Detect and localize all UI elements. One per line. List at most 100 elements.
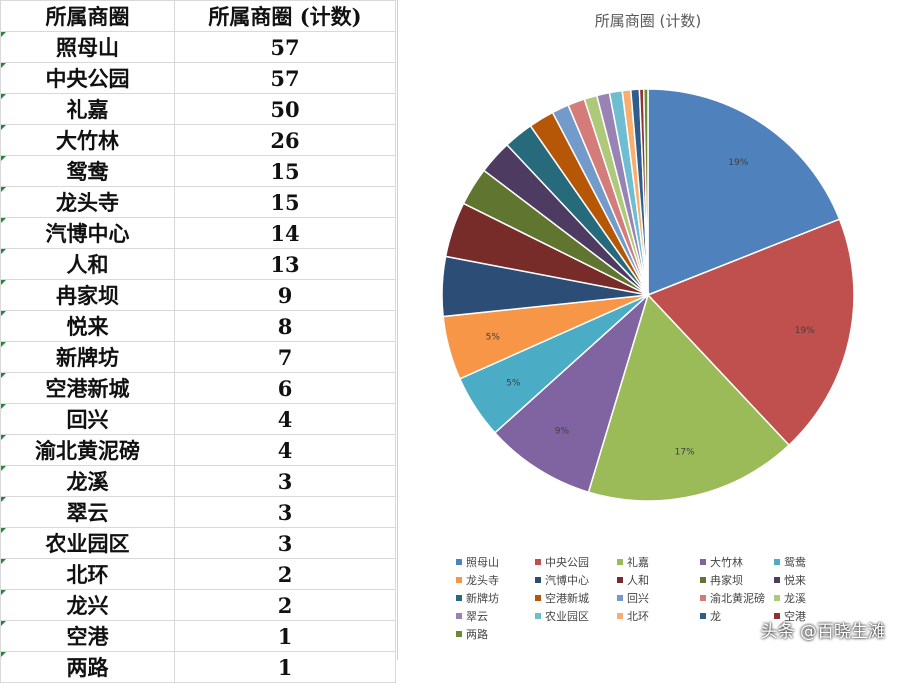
legend-item[interactable]: 两路	[456, 628, 488, 641]
legend-swatch	[774, 559, 780, 565]
cell-marker-icon	[1, 249, 6, 254]
legend-label: 龙头寺	[466, 574, 499, 587]
legend-item[interactable]: 空港	[774, 609, 806, 623]
cell-name-text: 汽博中心	[45, 221, 130, 246]
table-body: 照母山 57 中央公园 57 礼嘉 50 大竹林 26 鸳鸯 15 龙头寺 15 汽博中心 14 人和 13 冉…	[0, 31, 396, 683]
legend-label: 人和	[627, 574, 649, 587]
pie-slice-2[interactable]	[587, 293, 791, 502]
cell-name[interactable]: 照母山	[0, 31, 175, 63]
cell-count[interactable]: 7	[174, 341, 396, 373]
cell-count[interactable]: 3	[174, 465, 396, 497]
cell-count[interactable]: 6	[174, 372, 396, 404]
cell-count[interactable]: 57	[174, 31, 396, 63]
cell-name[interactable]: 龙兴	[0, 589, 175, 621]
cell-name[interactable]: 悦来	[0, 310, 175, 342]
legend-item[interactable]: 龙头寺	[456, 574, 499, 587]
cell-count[interactable]: 1	[174, 620, 396, 652]
cell-count[interactable]: 1	[174, 651, 396, 683]
cell-name[interactable]: 礼嘉	[0, 93, 175, 125]
pie-slice-3[interactable]	[493, 292, 650, 494]
cell-name[interactable]: 中央公园	[0, 62, 175, 94]
cell-name[interactable]: 龙溪	[0, 465, 175, 497]
legend-swatch	[774, 613, 780, 619]
legend-item[interactable]: 新牌坊	[456, 591, 499, 605]
legend-item[interactable]: 中央公园	[535, 556, 589, 569]
cell-count[interactable]: 15	[174, 186, 396, 218]
pie-slice-0[interactable]	[647, 88, 841, 297]
legend-item[interactable]: 礼嘉	[617, 555, 649, 569]
cell-count[interactable]: 15	[174, 155, 396, 187]
cell-name[interactable]: 冉家坝	[0, 279, 175, 311]
cell-name[interactable]: 空港	[0, 620, 175, 652]
cell-marker-icon	[1, 435, 6, 440]
cell-name[interactable]: 农业园区	[0, 527, 175, 559]
cell-count[interactable]: 2	[174, 589, 396, 621]
legend-item[interactable]: 渝北黄泥磅	[700, 591, 765, 605]
column-header-count[interactable]: 所属商圈 (计数)	[174, 0, 396, 32]
cell-count[interactable]: 3	[174, 496, 396, 528]
cell-name[interactable]: 新牌坊	[0, 341, 175, 373]
cell-marker-icon	[1, 373, 6, 378]
cell-marker-icon	[1, 497, 6, 502]
cell-count[interactable]: 13	[174, 248, 396, 280]
cell-name[interactable]: 回兴	[0, 403, 175, 435]
table-row: 冉家坝 9	[0, 279, 396, 311]
data-label-0: 19%	[728, 158, 748, 168]
cell-count[interactable]: 9	[174, 279, 396, 311]
legend-item[interactable]: 龙溪	[774, 592, 806, 605]
cell-name-text: 悦来	[66, 314, 109, 339]
cell-count[interactable]: 26	[174, 124, 396, 156]
legend-item[interactable]: 鸳鸯	[774, 555, 806, 569]
legend-swatch	[535, 595, 541, 601]
cell-name[interactable]: 空港新城	[0, 372, 175, 404]
cell-name[interactable]: 龙头寺	[0, 186, 175, 218]
cell-count[interactable]: 2	[174, 558, 396, 590]
column-header-name[interactable]: 所属商圈	[0, 0, 175, 32]
pie-slice-20[interactable]	[642, 88, 649, 296]
cell-count[interactable]: 4	[174, 434, 396, 466]
cell-name[interactable]: 翠云	[0, 496, 175, 528]
pie-slice-1[interactable]	[646, 218, 855, 447]
cell-count[interactable]: 4	[174, 403, 396, 435]
spreadsheet-table: 所属商圈 所属商圈 (计数) 照母山 57 中央公园 57 礼嘉 50 大竹林 26 鸳鸯 15 龙…	[0, 0, 396, 683]
cell-marker-icon	[1, 559, 6, 564]
table-row: 龙头寺 15	[0, 186, 396, 218]
legend-item[interactable]: 汽博中心	[535, 573, 589, 587]
legend-item[interactable]: 翠云	[456, 610, 488, 623]
cell-count[interactable]: 50	[174, 93, 396, 125]
cell-name[interactable]: 大竹林	[0, 124, 175, 156]
table-row: 汽博中心 14	[0, 217, 396, 249]
cell-name-text: 礼嘉	[66, 97, 109, 122]
data-table: 所属商圈 所属商圈 (计数) 照母山 57 中央公园 57 礼嘉 50 大竹林 26 鸳鸯 15 龙…	[0, 0, 396, 683]
cell-name[interactable]: 两路	[0, 651, 175, 683]
cell-marker-icon	[1, 32, 6, 37]
legend-item[interactable]: 回兴	[617, 592, 649, 605]
legend-swatch	[535, 559, 541, 565]
legend-item[interactable]: 龙	[700, 610, 721, 623]
cell-name[interactable]: 汽博中心	[0, 217, 175, 249]
cell-count[interactable]: 14	[174, 217, 396, 249]
legend-item[interactable]: 大竹林	[700, 555, 743, 569]
cell-name[interactable]: 人和	[0, 248, 175, 280]
legend-item[interactable]: 北环	[617, 610, 649, 623]
cell-name[interactable]: 渝北黄泥磅	[0, 434, 175, 466]
cell-count[interactable]: 57	[174, 62, 396, 94]
legend-label: 农业园区	[545, 609, 589, 623]
legend-swatch	[535, 613, 541, 619]
legend-item[interactable]: 照母山	[456, 556, 499, 569]
cell-count[interactable]: 3	[174, 527, 396, 559]
legend-item[interactable]: 空港新城	[535, 591, 589, 605]
legend-item[interactable]: 人和	[617, 574, 649, 587]
legend-item[interactable]: 冉家坝	[700, 573, 743, 587]
cell-marker-icon	[1, 187, 6, 192]
data-label-1: 19%	[795, 326, 815, 336]
legend-swatch	[774, 595, 780, 601]
legend-item[interactable]: 农业园区	[535, 609, 589, 623]
legend-item[interactable]: 悦来	[774, 573, 806, 587]
cell-name[interactable]: 鸳鸯	[0, 155, 175, 187]
legend-label: 两路	[466, 628, 488, 641]
legend-label: 翠云	[466, 610, 488, 623]
cell-count[interactable]: 8	[174, 310, 396, 342]
cell-name[interactable]: 北环	[0, 558, 175, 590]
